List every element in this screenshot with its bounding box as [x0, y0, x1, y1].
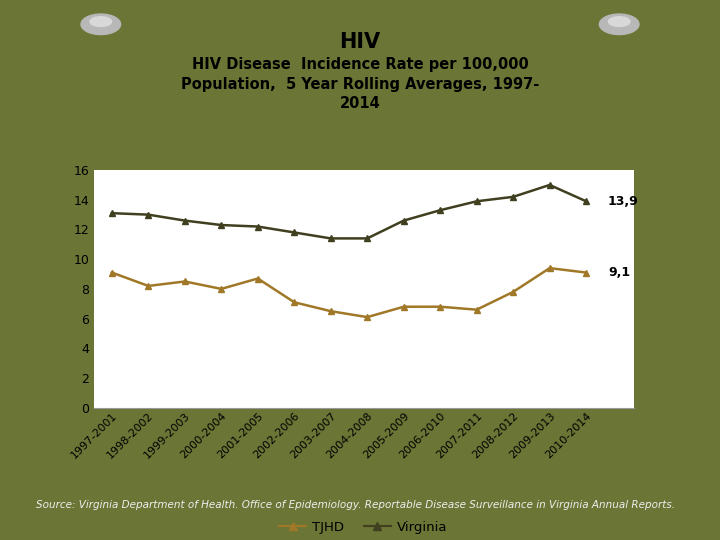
- Text: HIV Disease  Incidence Rate per 100,000
Population,  5 Year Rolling Averages, 19: HIV Disease Incidence Rate per 100,000 P…: [181, 57, 539, 111]
- Text: HIV: HIV: [339, 32, 381, 52]
- Text: Source: Virginia Department of Health. Office of Epidemiology. Reportable Diseas: Source: Virginia Department of Health. O…: [36, 500, 675, 510]
- Text: 13,9: 13,9: [608, 195, 639, 208]
- Legend: TJHD, Virginia: TJHD, Virginia: [274, 515, 453, 539]
- Text: 9,1: 9,1: [608, 266, 630, 279]
